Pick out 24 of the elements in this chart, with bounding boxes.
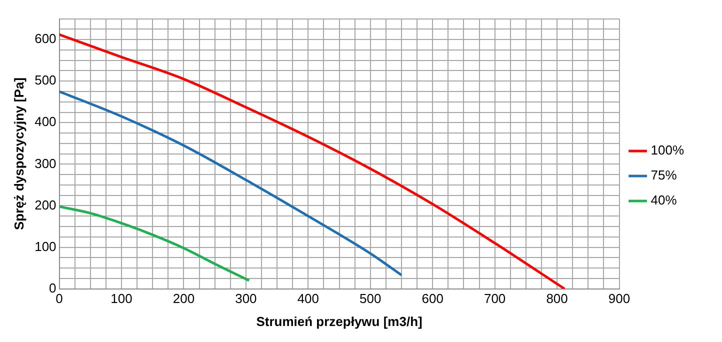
line-series: [59, 90, 403, 276]
x-tick-label: 600: [422, 291, 444, 306]
y-axis-title: Spręż dyspozycyjny [Pa]: [11, 78, 26, 230]
x-tick-label: 200: [172, 291, 195, 306]
x-tick-label: 100: [110, 291, 132, 306]
x-tick-label: 500: [360, 291, 382, 306]
x-axis-title: Strumień przepływu [m3/h]: [256, 314, 422, 329]
y-tick-label: 0: [49, 280, 56, 296]
y-tick-label: 500: [34, 72, 56, 88]
y-tick-label: 600: [34, 31, 56, 46]
legend-label: 100%: [650, 142, 684, 158]
line-series: [59, 205, 250, 282]
legend-label: 40%: [650, 192, 678, 208]
x-tick-label: 700: [484, 291, 506, 306]
y-tick-label: 400: [34, 114, 56, 130]
y-tick-label: 300: [34, 156, 56, 171]
x-tick-label: 800: [546, 291, 568, 306]
x-tick-label: 300: [235, 291, 257, 306]
x-tick-label: 900: [608, 291, 630, 306]
line-series: [59, 33, 566, 289]
legend-label: 75%: [650, 168, 678, 183]
x-tick-label: 400: [297, 291, 320, 306]
y-tick-label: 200: [34, 197, 56, 212]
y-tick-label: 100: [34, 238, 56, 254]
